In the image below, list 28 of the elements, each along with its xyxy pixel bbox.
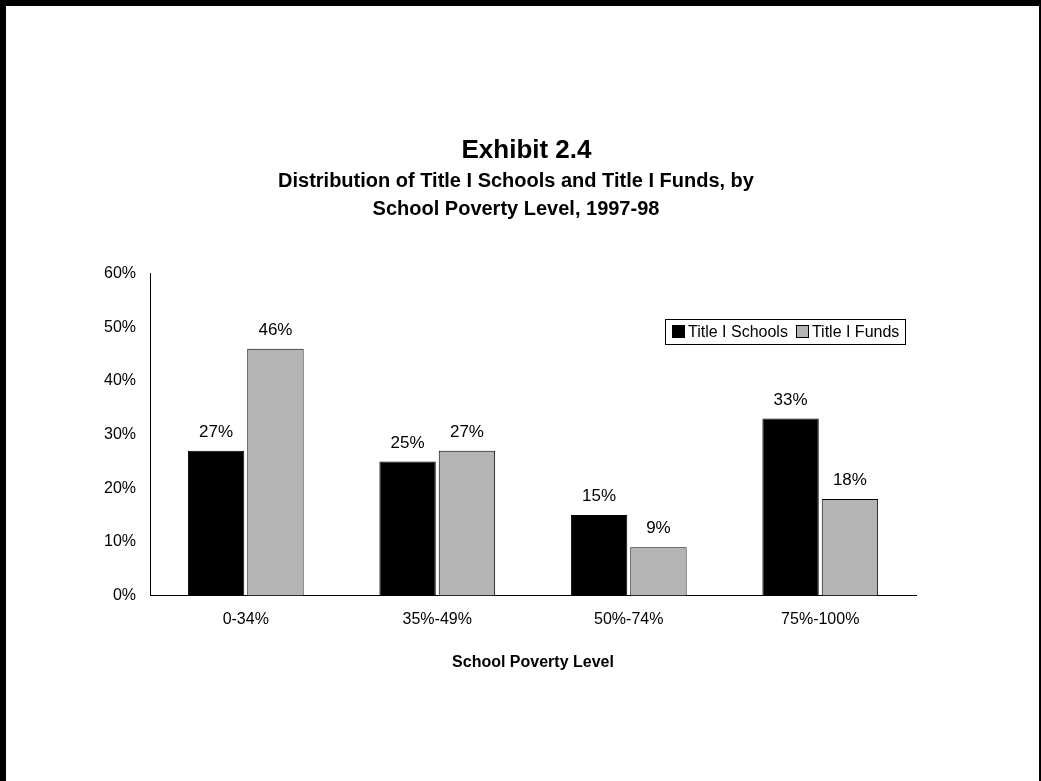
data-label: 25% — [390, 432, 425, 452]
y-tick-label: 20% — [103, 478, 137, 496]
x-tick-label: 0-34% — [222, 609, 269, 627]
y-tick-label: 0% — [112, 586, 137, 604]
legend-label: Title I Funds — [810, 322, 900, 341]
x-tick-label: 50%-74% — [594, 609, 664, 627]
y-tick-label: 10% — [103, 532, 137, 550]
y-tick-label: 50% — [103, 317, 137, 335]
chart-subtitle: Distribution of Title I Schools and Title I Funds, by School Poverty Level, 1997-98 — [277, 168, 755, 221]
bar — [379, 461, 436, 596]
chart-title: Exhibit 2.4 — [460, 134, 593, 165]
data-label: 33% — [773, 389, 808, 409]
data-label: 46% — [258, 319, 293, 339]
bar — [570, 515, 628, 596]
bar — [187, 450, 245, 596]
x-axis-title: School Poverty Level — [452, 652, 614, 670]
y-tick-label: 60% — [103, 264, 137, 282]
bar — [762, 418, 819, 596]
data-label: 15% — [582, 486, 617, 506]
x-tick-label: 35%-49% — [402, 609, 472, 627]
y-tick-label: 30% — [103, 425, 137, 443]
legend-label: Title I Schools — [687, 322, 788, 341]
data-label: 27% — [199, 421, 234, 441]
data-label: 18% — [832, 470, 867, 490]
data-label: 27% — [449, 421, 484, 441]
y-tick-label: 40% — [103, 371, 137, 389]
x-tick-label: 75%-100% — [781, 609, 860, 627]
data-label: 9% — [646, 518, 671, 538]
